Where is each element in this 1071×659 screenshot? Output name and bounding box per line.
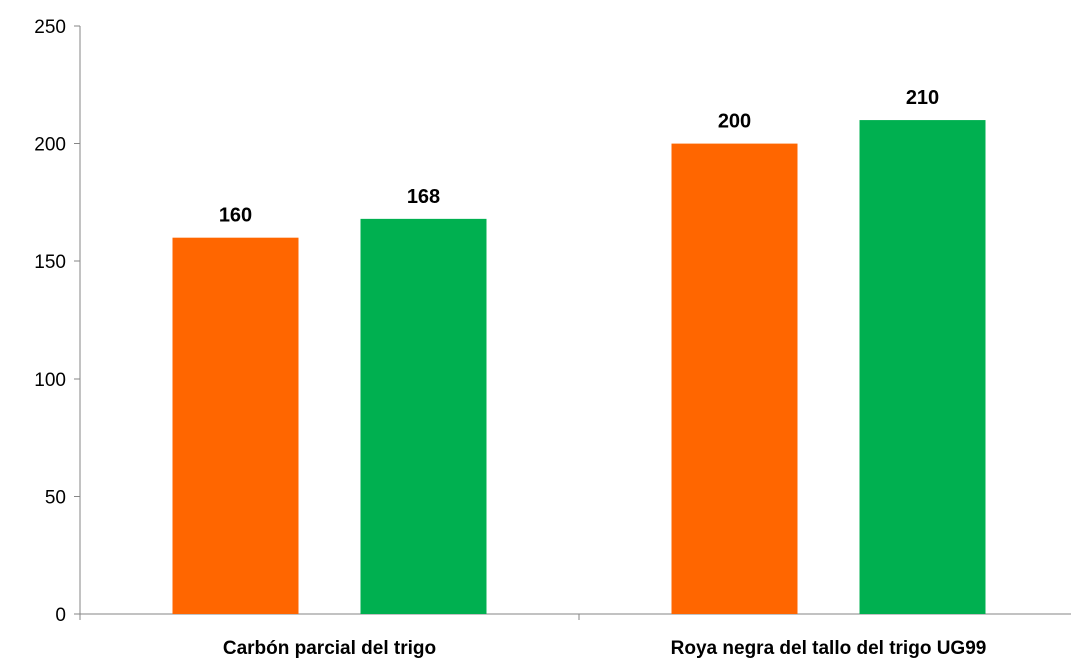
data-label: 168: [407, 186, 440, 208]
bar: [360, 218, 487, 614]
y-tick-label: 0: [55, 605, 66, 626]
bar: [859, 120, 986, 614]
data-label: 160: [219, 205, 252, 227]
data-label: 210: [906, 87, 939, 109]
data-label: 200: [718, 111, 751, 133]
category-label: Carbón parcial del trigo: [223, 638, 436, 659]
bar: [671, 143, 798, 614]
y-tick-label: 50: [45, 487, 66, 508]
bar: [172, 237, 299, 614]
data-labels: 160 168 200 210: [219, 87, 939, 227]
y-tick-label: 250: [34, 17, 66, 38]
y-tick-label: 200: [34, 135, 66, 156]
y-axis: 0 50 100 150 200 250: [34, 17, 81, 626]
bars: [172, 120, 986, 614]
y-tick-label: 100: [34, 370, 66, 391]
x-axis: [79, 613, 1071, 620]
y-tick-label: 150: [34, 252, 66, 273]
category-labels: Carbón parcial del trigo Roya negra del t…: [223, 638, 986, 659]
category-label: Roya negra del tallo del trigo UG99: [671, 638, 987, 659]
